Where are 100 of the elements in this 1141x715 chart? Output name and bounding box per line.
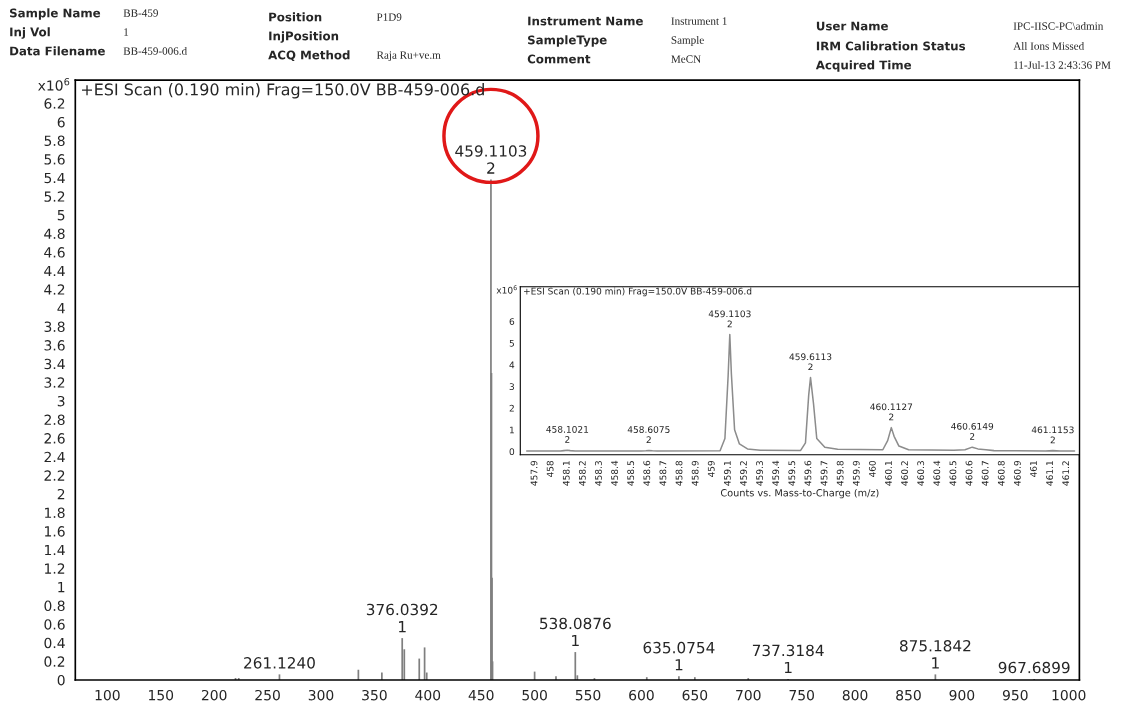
text: User Name <box>816 21 888 31</box>
x-tick-label: 459.8 <box>836 460 844 486</box>
annotation: 458.1021 2 <box>546 425 589 443</box>
x-tick-label: 458.2 <box>578 461 586 486</box>
x-tick-label: 650 <box>682 689 708 701</box>
x-tick-label: 457.9 <box>530 460 538 486</box>
y-axis-title: x10$^{6}$ <box>38 77 70 91</box>
text: Instrument 1 <box>671 17 727 25</box>
x-tick-label: 460.1 <box>885 461 892 486</box>
x-tick-label: 461.1 <box>1046 461 1053 486</box>
x-tick-label: 458.9 <box>691 460 699 486</box>
chart-title: +ESI Scan (0.190 min) Frag=150.0V BB-459-006.d <box>524 287 752 297</box>
text: Data Filename <box>10 46 105 56</box>
text: IRM Calibration Status <box>816 41 966 51</box>
y-tick-label: 2.4 <box>44 451 65 463</box>
x-tick-label: 450 <box>468 689 494 701</box>
y-tick-label: 3.4 <box>44 358 65 370</box>
text: MeCN <box>671 55 701 63</box>
x-tick-label: 460.4 <box>933 460 941 486</box>
y-axis-title: x10$^{6}$ <box>496 285 517 294</box>
y-tick-label: 3.2 <box>44 377 65 388</box>
text: Raja Ru+ve.m <box>376 51 441 62</box>
text: ACQ Method <box>268 50 350 61</box>
x-tick-label: 460.3 <box>917 461 925 486</box>
x-tick-label: 458.7 <box>659 461 667 486</box>
x-tick-label: 460.9 <box>1013 460 1021 486</box>
x-tick-label: 460.5 <box>949 461 957 486</box>
x-tick-label: 458.5 <box>627 461 635 486</box>
text: Sample Name <box>9 8 101 20</box>
x-tick-label: 300 <box>308 689 334 701</box>
x-tick-label: 750 <box>789 689 814 701</box>
x-tick-label: 950 <box>1002 689 1028 701</box>
x-tick-label: 550 <box>575 689 601 701</box>
x-tick-label: 600 <box>629 689 654 701</box>
y-tick-label: 0.6 <box>44 619 65 630</box>
text: BB-459 <box>123 9 158 17</box>
x-tick-label: 459.3 <box>756 461 763 486</box>
x-tick-label: 460.7 <box>981 461 989 486</box>
annotation: 376.0392 1 <box>366 603 438 633</box>
annotation: 459.1103 2 <box>708 310 751 328</box>
text: InjPosition <box>269 31 339 43</box>
y-tick-label: 6 <box>57 116 65 128</box>
y-tick-label: 4 <box>509 361 515 369</box>
y-tick-label: 6.2 <box>44 98 65 109</box>
text: All Ions Missed <box>1013 41 1085 50</box>
annotation: 737.3184 1 <box>752 644 824 674</box>
annotation: 875.1842 1 <box>899 639 971 669</box>
y-tick-label: 5 <box>57 210 65 221</box>
y-tick-label: 2 <box>57 488 65 500</box>
x-tick-label: 100 <box>95 689 120 701</box>
y-tick-label: 3 <box>509 383 515 390</box>
y-tick-label: 3.6 <box>44 340 65 351</box>
x-tick-label: 400 <box>415 689 441 701</box>
y-tick-label: 3.8 <box>44 321 65 333</box>
annotation: 967.6899 <box>998 661 1070 674</box>
y-tick-label: 5.2 <box>44 191 65 202</box>
x-tick-label: 458.1 <box>562 461 570 486</box>
text: BB-459-006.d <box>123 46 187 55</box>
y-tick-label: 5.4 <box>44 172 65 184</box>
annotation: 460.6149 2 <box>951 422 994 440</box>
text: Sample <box>671 35 704 47</box>
y-tick-label: 6 <box>509 318 515 325</box>
y-tick-label: 2.6 <box>44 433 65 444</box>
y-tick-label: 1 <box>509 426 514 434</box>
text: SampleType <box>527 35 607 47</box>
x-tick-label: 459.5 <box>788 461 796 486</box>
x-tick-label: 459 <box>707 460 715 478</box>
y-tick-label: 1.4 <box>45 544 65 556</box>
y-tick-label: 0.8 <box>44 600 65 612</box>
y-tick-label: 5.8 <box>44 135 65 147</box>
x-tick-label: 460.2 <box>901 461 908 486</box>
x-tick-label: 459.1 <box>723 461 731 486</box>
text: Instrument Name <box>528 16 643 26</box>
x-tick-label: 850 <box>896 689 921 701</box>
x-tick-label: 459.7 <box>820 461 828 486</box>
x-tick-label: 458.4 <box>611 460 618 486</box>
text: IPC-IISC-PC\admin <box>1013 21 1104 30</box>
x-tick-label: 459.9 <box>852 460 860 486</box>
x-tick-label: 200 <box>201 689 227 701</box>
y-tick-label: 0.2 <box>44 656 65 667</box>
y-tick-label: 5 <box>509 339 514 347</box>
y-tick-label: 2.8 <box>44 414 65 426</box>
annotation: 458.6075 2 <box>627 426 670 443</box>
y-tick-label: 1 <box>58 582 65 593</box>
x-tick-label: 461 <box>1030 461 1037 478</box>
x-tick-label: 460 <box>868 460 876 478</box>
y-tick-label: 0.4 <box>44 637 65 649</box>
x-axis-title: Counts vs. Mass-to-Charge (m/z) <box>720 488 879 499</box>
text: Inj Vol <box>10 27 50 39</box>
y-tick-label: 1.2 <box>45 563 65 574</box>
x-tick-label: 459.2 <box>740 461 747 486</box>
x-tick-label: 459.6 <box>804 460 812 486</box>
y-tick-label: 1.6 <box>45 526 65 537</box>
y-tick-label: 1.8 <box>45 507 65 519</box>
x-tick-label: 500 <box>522 689 547 701</box>
x-tick-label: 900 <box>949 689 975 701</box>
annotation: 635.0754 1 <box>643 641 715 671</box>
y-tick-label: 3 <box>57 395 65 407</box>
x-tick-label: 460.6 <box>965 460 973 486</box>
x-tick-label: 700 <box>736 689 761 701</box>
